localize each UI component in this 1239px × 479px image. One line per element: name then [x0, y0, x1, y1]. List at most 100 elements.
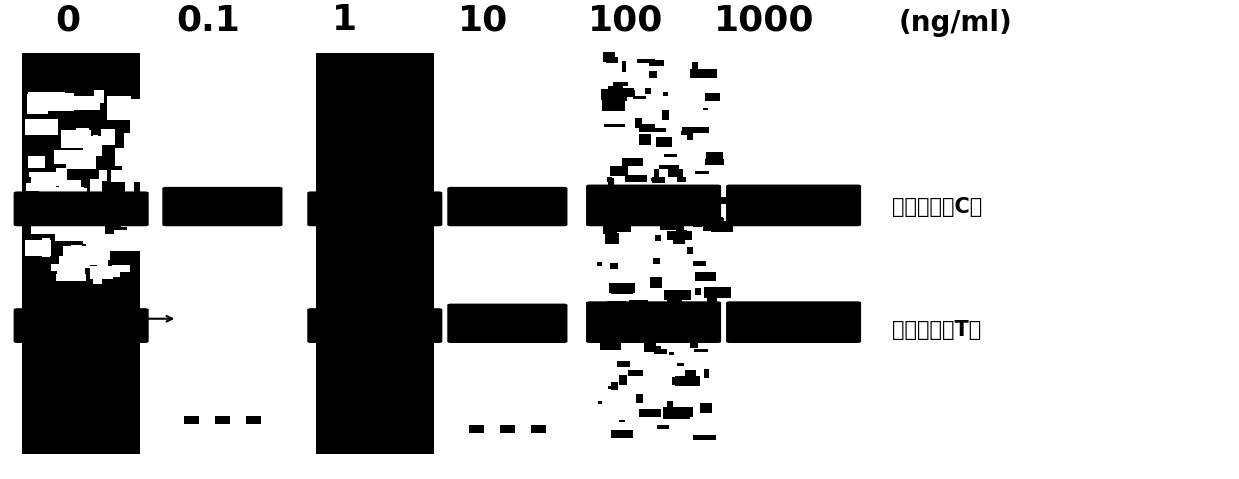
- Bar: [688, 133, 693, 140]
- Bar: [120, 214, 133, 227]
- Bar: [607, 386, 617, 389]
- Bar: [114, 230, 136, 236]
- Bar: [26, 119, 57, 135]
- Bar: [610, 92, 627, 101]
- Bar: [605, 233, 618, 244]
- Bar: [704, 369, 710, 378]
- Bar: [618, 420, 624, 422]
- Bar: [706, 204, 715, 212]
- Bar: [33, 96, 68, 103]
- Bar: [128, 223, 147, 240]
- Bar: [672, 377, 678, 386]
- Bar: [63, 246, 104, 264]
- Bar: [634, 206, 655, 211]
- Bar: [693, 261, 706, 266]
- FancyBboxPatch shape: [586, 184, 721, 226]
- Bar: [673, 234, 685, 244]
- Bar: [675, 376, 700, 386]
- Bar: [639, 194, 654, 204]
- Bar: [610, 166, 628, 176]
- Bar: [653, 258, 660, 264]
- Bar: [705, 287, 731, 298]
- Bar: [94, 90, 104, 103]
- Bar: [617, 307, 642, 314]
- Bar: [468, 425, 483, 433]
- Bar: [67, 96, 100, 110]
- Bar: [676, 229, 688, 240]
- Bar: [691, 62, 699, 71]
- Bar: [123, 165, 140, 171]
- Bar: [668, 231, 693, 240]
- Bar: [41, 187, 84, 195]
- Bar: [130, 151, 157, 157]
- Bar: [42, 239, 50, 257]
- Bar: [611, 290, 633, 294]
- Bar: [694, 349, 709, 353]
- Text: 10: 10: [458, 3, 508, 37]
- Bar: [706, 292, 717, 302]
- Bar: [622, 158, 643, 167]
- Bar: [603, 331, 626, 341]
- Bar: [690, 69, 716, 79]
- Bar: [620, 376, 627, 385]
- Bar: [695, 171, 710, 174]
- Bar: [51, 188, 87, 207]
- Bar: [131, 99, 171, 110]
- Bar: [639, 128, 667, 132]
- Bar: [632, 323, 652, 326]
- Bar: [705, 218, 724, 225]
- Bar: [499, 425, 514, 433]
- Bar: [705, 159, 724, 165]
- Bar: [607, 177, 612, 182]
- Bar: [71, 245, 82, 253]
- FancyBboxPatch shape: [726, 184, 861, 226]
- Bar: [678, 315, 683, 318]
- Bar: [35, 240, 41, 250]
- Bar: [659, 165, 679, 170]
- Bar: [107, 103, 146, 120]
- Bar: [686, 247, 693, 254]
- Bar: [600, 340, 621, 351]
- Bar: [652, 178, 664, 182]
- Bar: [597, 262, 602, 266]
- Bar: [57, 168, 67, 185]
- Bar: [77, 128, 89, 141]
- Bar: [51, 264, 67, 271]
- Bar: [705, 93, 720, 101]
- Bar: [685, 370, 696, 376]
- Bar: [185, 416, 199, 424]
- Bar: [690, 340, 698, 348]
- Bar: [610, 263, 618, 269]
- Bar: [649, 71, 657, 79]
- Bar: [664, 290, 691, 300]
- Bar: [664, 211, 680, 215]
- Bar: [705, 224, 725, 226]
- Bar: [616, 337, 623, 340]
- Bar: [676, 177, 685, 182]
- Bar: [683, 127, 710, 133]
- Bar: [652, 178, 665, 183]
- Bar: [699, 197, 706, 204]
- Bar: [99, 171, 108, 181]
- Bar: [26, 94, 48, 114]
- Bar: [62, 130, 92, 148]
- Bar: [637, 58, 655, 63]
- Bar: [608, 283, 636, 294]
- Bar: [83, 136, 102, 156]
- Bar: [667, 401, 673, 410]
- Bar: [126, 159, 144, 169]
- Bar: [606, 216, 626, 222]
- Bar: [27, 92, 64, 108]
- Bar: [700, 194, 707, 205]
- Bar: [130, 101, 159, 121]
- Bar: [711, 221, 732, 232]
- Bar: [664, 310, 683, 315]
- Bar: [608, 86, 623, 96]
- Bar: [84, 222, 93, 241]
- Bar: [639, 135, 650, 145]
- Bar: [607, 301, 626, 309]
- Bar: [693, 223, 703, 227]
- Bar: [68, 225, 105, 236]
- Bar: [25, 240, 51, 256]
- Bar: [704, 108, 709, 110]
